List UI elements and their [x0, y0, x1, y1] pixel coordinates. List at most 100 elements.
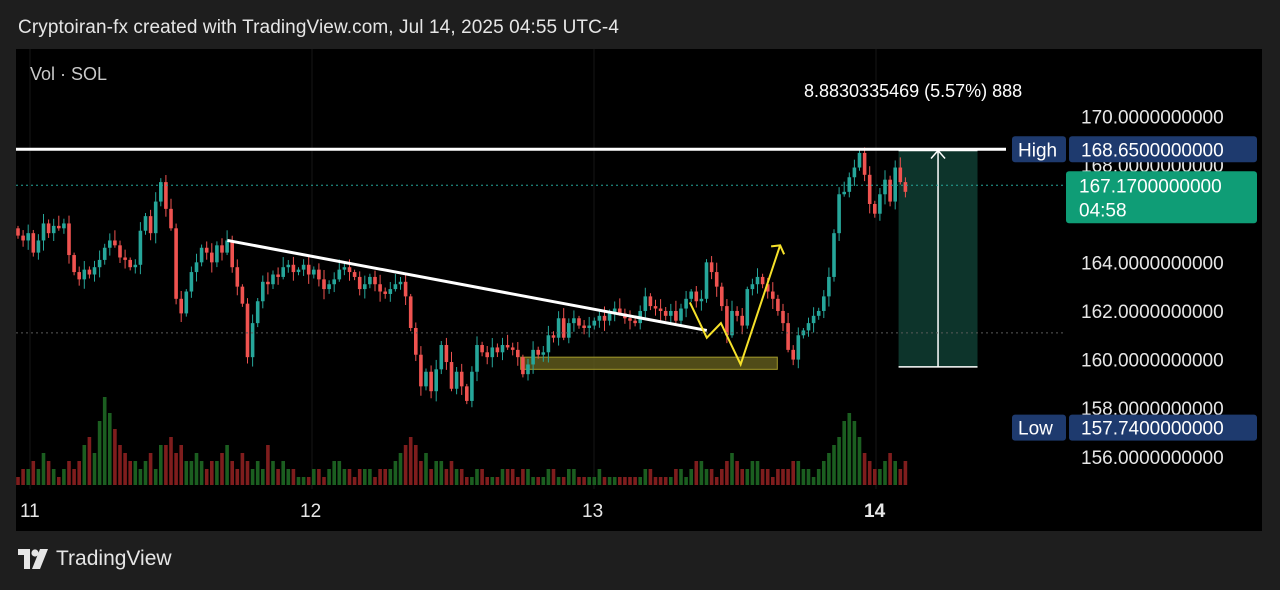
- candle: [827, 276, 831, 297]
- volume-bar: [245, 461, 250, 485]
- candle: [837, 194, 841, 234]
- candle: [347, 267, 352, 273]
- volume-bar: [398, 453, 403, 485]
- high-badge-tag: [1012, 136, 1066, 163]
- volume-bar: [281, 461, 285, 485]
- candle: [745, 289, 750, 326]
- candle: [500, 345, 505, 353]
- candle: [444, 345, 449, 363]
- zigzag-arrow-head: [771, 244, 786, 255]
- volume-bar: [184, 461, 189, 485]
- candle: [663, 310, 668, 316]
- candle: [475, 345, 479, 372]
- candle: [46, 223, 51, 234]
- volume-bar: [852, 421, 857, 485]
- candle: [82, 269, 87, 280]
- volume-bar: [164, 445, 168, 485]
- high-badge: High 168.6500000000: [1012, 136, 1257, 163]
- candle: [816, 310, 821, 316]
- chart-panel[interactable]: 156.0000000000 158.0000000000 160.00000000…: [16, 49, 1262, 531]
- volume-bar: [133, 461, 138, 485]
- volume-bar: [368, 469, 372, 485]
- volume-bar: [322, 477, 326, 485]
- candle: [883, 179, 887, 195]
- candle: [403, 281, 408, 297]
- candle: [393, 284, 398, 290]
- candle: [607, 313, 612, 321]
- candle: [485, 352, 489, 358]
- volume-bar: [454, 469, 459, 485]
- candle: [643, 296, 648, 311]
- candle: [230, 240, 234, 268]
- volume-bar: [215, 461, 219, 485]
- volume-bar: [572, 469, 576, 485]
- volume-bar: [459, 469, 464, 485]
- candle: [62, 223, 66, 229]
- volume-bar: [806, 469, 811, 485]
- volume-bar: [516, 477, 520, 485]
- volume-bar: [102, 397, 107, 485]
- candle: [653, 306, 658, 309]
- candle: [521, 357, 525, 375]
- volume-bar: [755, 461, 760, 485]
- candle: [16, 228, 20, 236]
- volume-bar: [694, 461, 699, 485]
- candle: [694, 291, 699, 302]
- volume-bar: [546, 469, 551, 485]
- candle: [740, 315, 744, 326]
- low-badge-value-badge: [1069, 414, 1257, 441]
- candle: [541, 352, 546, 355]
- candle: [536, 349, 540, 355]
- candle: [41, 223, 46, 241]
- candle: [143, 216, 148, 231]
- candle: [582, 325, 586, 328]
- volume-bar: [878, 469, 882, 485]
- price-chart[interactable]: 156.0000000000158.0000000000160.00000000…: [16, 49, 1262, 531]
- candle: [87, 269, 92, 275]
- candle: [159, 182, 163, 202]
- candle: [755, 276, 760, 285]
- volume-bar: [862, 453, 867, 485]
- volume-bar: [669, 477, 673, 485]
- volume-bar: [725, 461, 729, 485]
- candle: [327, 284, 331, 290]
- candle: [368, 276, 372, 285]
- candle: [735, 310, 739, 316]
- volume-bar: [587, 477, 591, 485]
- candle: [312, 269, 316, 275]
- volume-bar: [261, 469, 265, 485]
- candle: [704, 262, 709, 299]
- volume-bar: [536, 477, 540, 485]
- footer-brand: TradingView: [56, 547, 172, 570]
- candle: [567, 323, 571, 338]
- volume-bar: [602, 477, 607, 485]
- candle: [628, 318, 632, 321]
- volume-bar: [776, 469, 780, 485]
- volume-bar: [883, 461, 887, 485]
- volume-bar: [597, 469, 602, 485]
- volume-bar: [286, 469, 291, 485]
- candle: [648, 296, 653, 307]
- volume-bar: [765, 469, 770, 485]
- candle: [67, 223, 71, 256]
- low-badge-tag: [1012, 414, 1066, 441]
- candle: [546, 335, 551, 353]
- candle: [271, 274, 275, 285]
- y-tick-label: 170.0000000000: [1081, 107, 1224, 128]
- volume-bar: [210, 461, 214, 485]
- volume-bar: [153, 469, 158, 485]
- volume-bar: [740, 469, 744, 485]
- volume-bar: [36, 469, 41, 485]
- volume-bar: [648, 469, 653, 485]
- candle: [689, 291, 693, 299]
- volume-bar: [490, 477, 495, 485]
- volume-bar: [342, 469, 347, 485]
- volume-bar: [643, 469, 648, 485]
- volume-bar: [526, 469, 530, 485]
- volume-bar: [113, 429, 117, 485]
- volume-bar: [903, 461, 908, 485]
- candle: [317, 269, 321, 280]
- volume-bar: [495, 477, 500, 485]
- candle: [261, 281, 265, 302]
- candle: [108, 240, 112, 248]
